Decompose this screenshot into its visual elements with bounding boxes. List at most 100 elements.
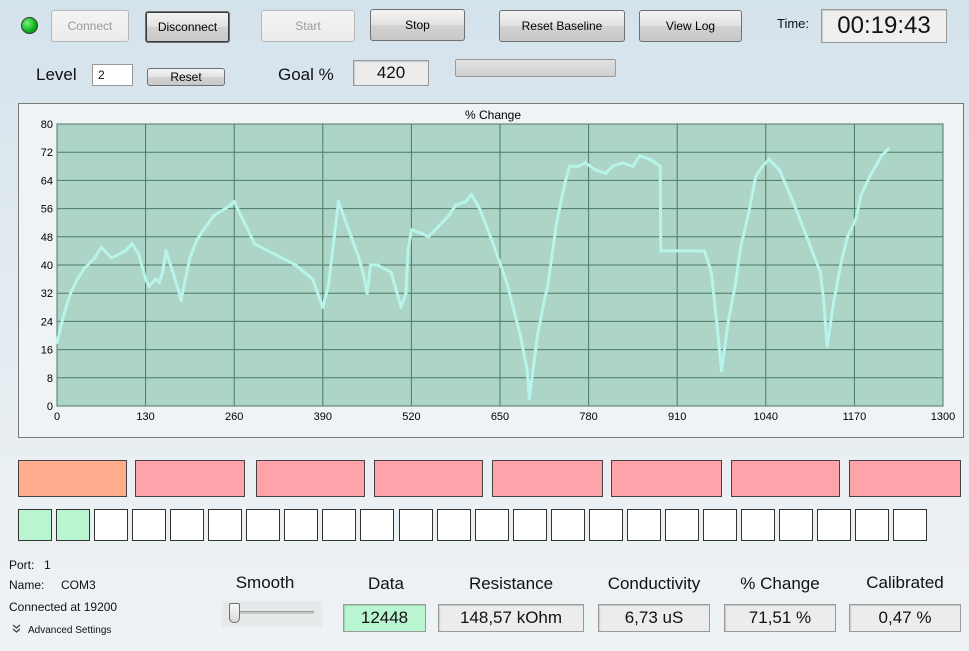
data-point	[702, 249, 707, 253]
level-square	[208, 509, 242, 541]
smooth-slider-track[interactable]	[230, 611, 314, 614]
percent-change-chart: % Change 0 130 260 390 520 650 780 910 1040 1170 1…	[41, 108, 955, 423]
level-square	[513, 509, 547, 541]
data-point	[437, 224, 441, 228]
data-point	[92, 256, 97, 260]
data-point	[426, 235, 431, 239]
data-point	[505, 281, 509, 285]
data-point	[535, 333, 540, 338]
data-point	[464, 199, 468, 204]
data-point	[179, 298, 183, 302]
data-point	[62, 312, 66, 316]
data-point	[147, 284, 151, 288]
data-point	[242, 221, 247, 225]
data-point	[840, 256, 844, 260]
y-tick-label: 24	[41, 316, 53, 328]
data-point	[469, 192, 473, 197]
smooth-label: Smooth	[235, 573, 295, 592]
data-point	[333, 228, 337, 232]
data-point	[845, 235, 850, 239]
data-point	[201, 228, 206, 232]
x-tick-label: 1040	[754, 411, 778, 423]
level-input[interactable]: 2	[92, 64, 133, 86]
data-point	[75, 277, 80, 281]
indicator-box	[611, 460, 722, 497]
data-point	[825, 344, 829, 348]
indicator-box	[256, 460, 365, 497]
x-tick-label: 0	[54, 411, 60, 423]
y-tick-label: 48	[41, 232, 53, 244]
level-label: Level	[36, 65, 77, 84]
data-point	[747, 210, 751, 214]
x-tick-label: 260	[225, 411, 243, 423]
start-button[interactable]: Start	[261, 10, 355, 42]
disconnect-button[interactable]: Disconnect	[145, 11, 230, 43]
time-label: Time:	[777, 16, 810, 31]
goal-value: 420	[353, 60, 429, 86]
level-square	[551, 509, 585, 541]
level-square	[56, 509, 90, 541]
data-point	[659, 249, 663, 253]
data-point	[212, 214, 216, 218]
level-square	[437, 509, 471, 541]
view-log-button[interactable]: View Log	[639, 10, 742, 42]
goal-label: Goal %	[278, 65, 334, 84]
level-reset-button[interactable]: Reset	[147, 68, 225, 86]
data-point	[869, 171, 874, 175]
data-point	[726, 319, 730, 323]
data-point	[733, 284, 737, 288]
data-label: Data	[368, 574, 404, 593]
smooth-slider-thumb[interactable]	[229, 603, 240, 623]
x-tick-label: 520	[402, 411, 420, 423]
data-point	[658, 164, 662, 168]
data-point	[567, 164, 572, 168]
data-point	[563, 182, 567, 186]
data-point	[542, 298, 546, 302]
data-point	[738, 245, 743, 249]
data-point	[280, 256, 284, 260]
level-square	[855, 509, 889, 541]
time-display: 00:19:43	[821, 9, 947, 43]
level-square	[132, 509, 166, 541]
x-tick-label: 1170	[843, 411, 867, 423]
data-point	[518, 333, 523, 338]
data-point	[58, 326, 63, 331]
data-point	[310, 277, 315, 281]
data-point	[389, 270, 393, 274]
data-point	[715, 319, 719, 323]
y-axis-ticks: 0 8 16 24 32 40 48 56 64 72 80	[41, 119, 53, 413]
data-point	[109, 256, 114, 260]
advanced-settings-toggle[interactable]: Advanced Settings	[12, 624, 111, 636]
indicator-box	[18, 460, 127, 497]
data-point	[365, 291, 369, 295]
data-point	[477, 207, 482, 211]
data-point	[266, 249, 270, 253]
stop-button[interactable]: Stop	[370, 9, 465, 41]
data-point	[368, 263, 373, 267]
level-square	[399, 509, 433, 541]
reset-baseline-button[interactable]: Reset Baseline	[499, 10, 625, 42]
data-point	[583, 161, 587, 165]
data-point	[454, 203, 458, 207]
data-point	[420, 231, 424, 235]
data-point	[760, 164, 764, 168]
data-point	[409, 228, 413, 232]
y-tick-label: 72	[41, 147, 53, 159]
calibrated-label: Calibrated	[866, 573, 944, 592]
data-point	[709, 270, 713, 274]
port-label: Port:	[9, 558, 35, 572]
indicator-box	[135, 460, 245, 497]
advanced-settings-label: Advanced Settings	[28, 624, 112, 636]
level-square	[893, 509, 927, 541]
y-tick-label: 64	[41, 175, 53, 187]
data-point	[805, 235, 809, 239]
indicator-box	[731, 460, 840, 497]
data-point	[689, 249, 693, 253]
data-point	[99, 245, 103, 249]
data-point	[447, 214, 451, 218]
data-point	[753, 175, 758, 179]
data-point	[144, 277, 148, 281]
connect-button[interactable]: Connect	[51, 10, 129, 42]
data-point	[123, 249, 127, 253]
data-point	[137, 252, 141, 257]
